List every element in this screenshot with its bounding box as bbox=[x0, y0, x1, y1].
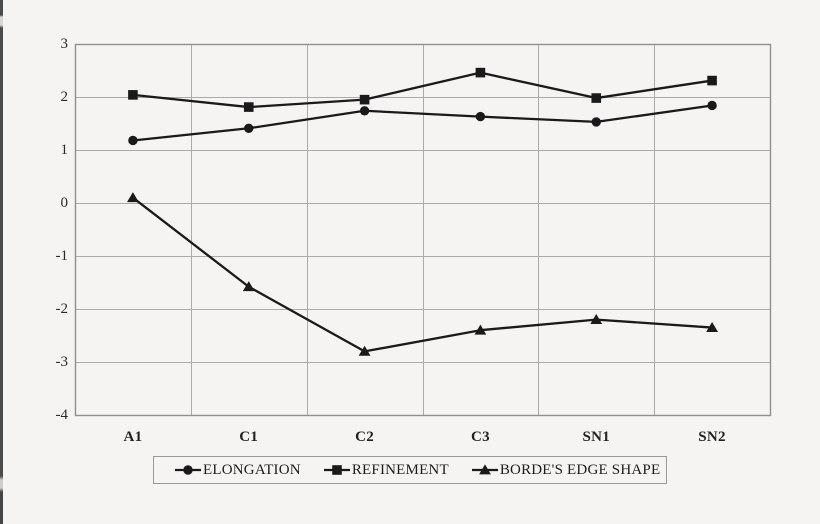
circle-marker-icon bbox=[591, 117, 601, 127]
scan-edge-artifact bbox=[0, 0, 3, 524]
series-line bbox=[132, 104, 713, 142]
legend-label: REFINEMENT bbox=[351, 461, 449, 478]
square-marker-icon bbox=[128, 90, 138, 100]
series-triangle bbox=[127, 192, 718, 356]
triangle-marker-icon bbox=[358, 345, 371, 356]
y-tick-label: -3 bbox=[55, 354, 69, 370]
triangle-marker-icon bbox=[127, 192, 139, 203]
legend-item: REFINEMENT bbox=[323, 462, 449, 479]
legend-item: BORDE'S EDGE SHAPE bbox=[471, 462, 661, 479]
square-marker-icon bbox=[243, 102, 254, 112]
circle-marker-icon bbox=[128, 135, 138, 146]
y-tick-label: 3 bbox=[60, 36, 69, 52]
legend-triangle-marker-icon bbox=[471, 464, 498, 475]
circle-marker-icon bbox=[359, 106, 370, 116]
chart-legend: ELONGATION REFINEMENT BORDE'S EDGE SHAPE bbox=[153, 456, 667, 484]
triangle-marker-icon bbox=[242, 281, 255, 292]
triangle-marker-icon bbox=[474, 324, 487, 335]
square-marker-icon bbox=[591, 93, 602, 103]
triangle-marker-icon bbox=[590, 314, 603, 324]
y-tick-label: 1 bbox=[60, 142, 69, 158]
legend-item: ELONGATION bbox=[174, 462, 301, 479]
triangle-marker-icon bbox=[478, 464, 491, 475]
square-marker-icon bbox=[475, 67, 486, 78]
x-category-label: SN2 bbox=[698, 429, 726, 445]
square-marker-icon bbox=[359, 94, 370, 105]
y-tick-label: -1 bbox=[55, 248, 69, 264]
series-circle bbox=[128, 100, 717, 146]
series-line bbox=[132, 71, 713, 109]
legend-circle-marker-icon bbox=[175, 465, 201, 475]
y-tick-label: -2 bbox=[55, 301, 69, 317]
legend-square-marker-icon bbox=[323, 465, 350, 475]
square-marker-icon bbox=[332, 465, 342, 475]
series-square bbox=[128, 67, 717, 112]
x-category-label: A1 bbox=[123, 429, 143, 445]
circle-marker-icon bbox=[244, 123, 254, 133]
circle-marker-icon bbox=[707, 100, 717, 111]
triangle-marker-icon bbox=[706, 321, 718, 332]
y-tick-label: 0 bbox=[60, 195, 69, 211]
x-category-label: SN1 bbox=[582, 429, 611, 445]
x-category-label: C2 bbox=[355, 429, 375, 445]
legend-label: BORDE'S EDGE SHAPE bbox=[499, 461, 661, 478]
circle-marker-icon bbox=[183, 465, 193, 475]
x-category-label: C3 bbox=[470, 429, 490, 445]
y-tick-label: 2 bbox=[60, 89, 69, 105]
circle-marker-icon bbox=[475, 111, 486, 122]
legend-label: ELONGATION bbox=[203, 461, 301, 478]
series-line bbox=[132, 196, 713, 353]
plot-border bbox=[74, 43, 772, 417]
x-category-label: C1 bbox=[239, 429, 259, 445]
square-marker-icon bbox=[707, 75, 717, 86]
y-tick-label: -4 bbox=[55, 407, 69, 423]
